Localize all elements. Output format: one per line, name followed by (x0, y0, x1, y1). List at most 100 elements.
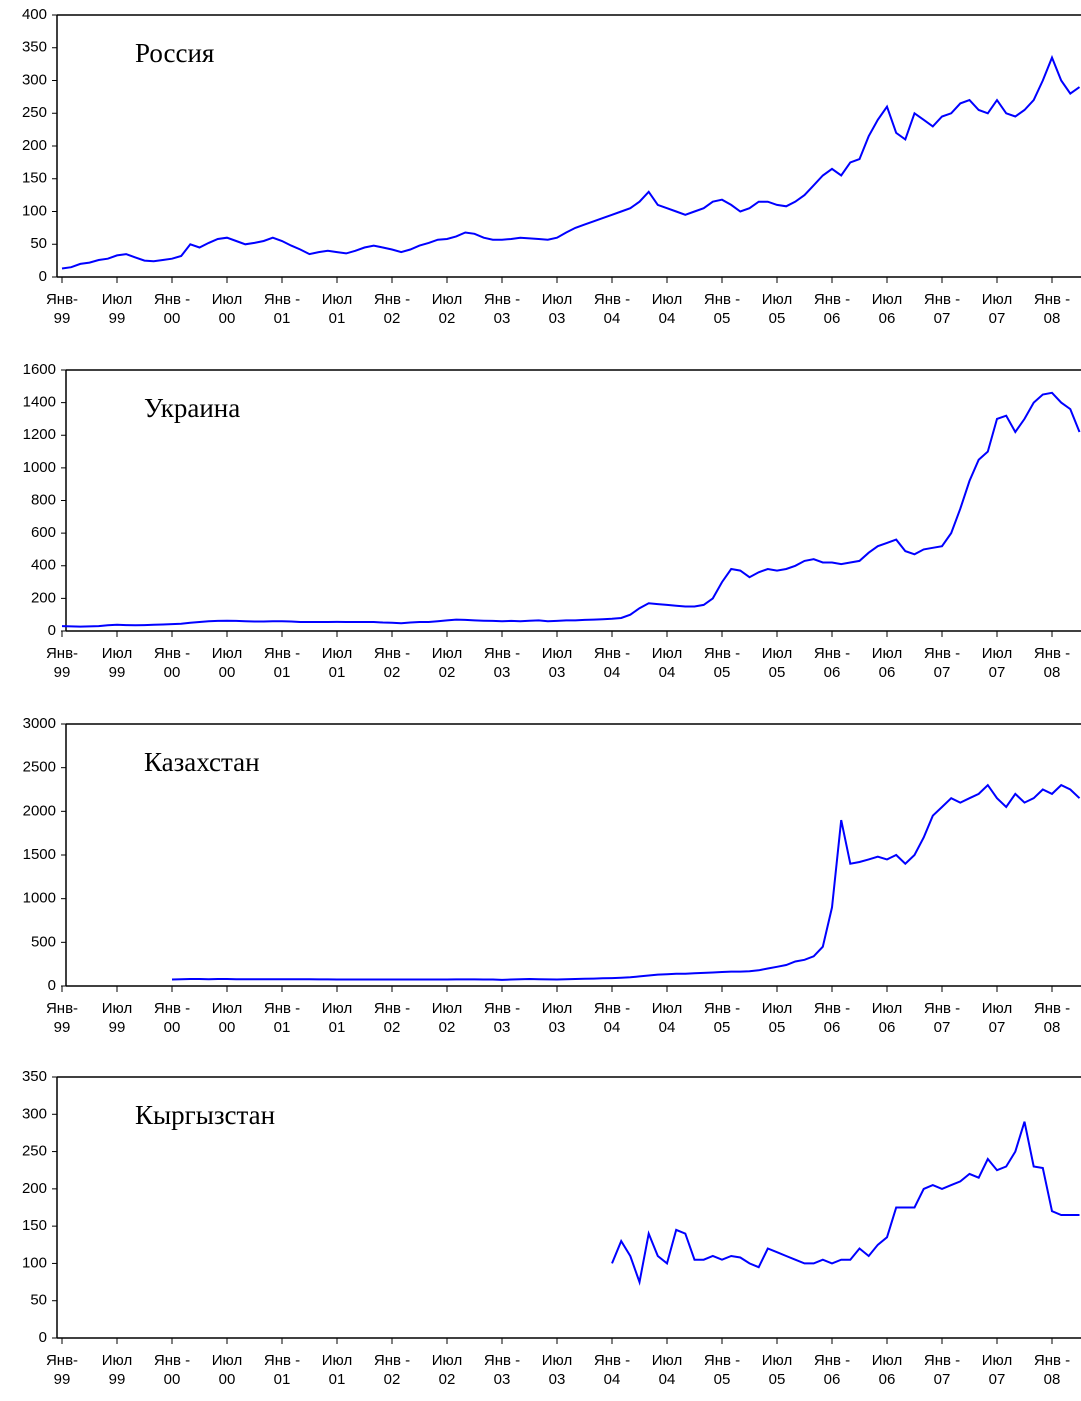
y-tick-label: 50 (30, 235, 47, 252)
x-tick-label: Янв -01 (264, 1352, 300, 1388)
x-tick-label: Янв -06 (814, 1000, 850, 1036)
x-tick-label: Янв -01 (264, 645, 300, 681)
x-tick-label: Янв -00 (154, 291, 190, 327)
x-tick-label: Янв -07 (924, 291, 960, 327)
x-tick-label: Июл 07 (982, 291, 1012, 327)
x-tick-label: Июл 01 (322, 1352, 352, 1388)
y-tick-label: 2500 (23, 759, 56, 776)
chart-title: Кыргызстан (135, 1100, 275, 1130)
x-tick-label: Июл 06 (872, 1352, 902, 1388)
data-line (611, 1121, 1080, 1286)
y-tick-label: 500 (31, 933, 56, 950)
y-tick-label: 0 (39, 1329, 47, 1346)
x-tick-label: Июл 03 (542, 1000, 572, 1036)
y-tick-label: 300 (22, 71, 47, 88)
x-tick-label: Июл 03 (542, 1352, 572, 1388)
x-tick-label: Июл 02 (432, 1000, 462, 1036)
y-tick-label: 200 (22, 1180, 47, 1197)
data-line (61, 391, 1081, 628)
x-tick-label: Янв -05 (704, 1000, 740, 1036)
x-tick-label: Янв-99 (46, 1000, 78, 1036)
chart-title: Казахстан (144, 747, 260, 777)
x-tick-label: Июл 06 (872, 645, 902, 681)
x-tick-label: Июл 04 (652, 645, 682, 681)
x-tick-label: Янв -07 (924, 645, 960, 681)
x-tick-label: Янв -08 (1034, 645, 1070, 681)
x-tick-label: Янв -08 (1034, 1000, 1070, 1036)
x-tick-label: Июл 04 (652, 1352, 682, 1388)
x-tick-label: Янв -04 (594, 645, 630, 681)
y-tick-label: 50 (30, 1292, 47, 1309)
y-tick-label: 400 (22, 6, 47, 23)
x-tick-label: Июл 04 (652, 291, 682, 327)
y-tick-label: 250 (22, 1143, 47, 1160)
x-tick-label: Июл 07 (982, 1000, 1012, 1036)
y-tick-label: 0 (39, 268, 47, 285)
x-tick-label: Янв -08 (1034, 1352, 1070, 1388)
x-tick-label: Июл 06 (872, 1000, 902, 1036)
x-tick-label: Янв -03 (484, 645, 520, 681)
x-tick-label: Янв -07 (924, 1000, 960, 1036)
y-tick-label: 150 (22, 170, 47, 187)
x-tick-label: Янв -05 (704, 291, 740, 327)
x-tick-label: Июл 07 (982, 1352, 1012, 1388)
x-tick-label: Янв -04 (594, 1352, 630, 1388)
x-tick-label: Янв -04 (594, 1000, 630, 1036)
x-tick-label: Янв -01 (264, 1000, 300, 1036)
x-tick-label: Янв -07 (924, 1352, 960, 1388)
x-tick-label: Июл 02 (432, 291, 462, 327)
x-tick-label: Июл 00 (212, 291, 242, 327)
y-tick-label: 1400 (23, 394, 56, 411)
y-tick-label: 100 (22, 1254, 47, 1271)
x-tick-label: Янв -02 (374, 1000, 410, 1036)
x-tick-label: Июл 01 (322, 1000, 352, 1036)
y-tick-label: 1000 (23, 890, 56, 907)
y-tick-label: 250 (22, 104, 47, 121)
y-tick-label: 2000 (23, 802, 56, 819)
y-tick-label: 1200 (23, 426, 56, 443)
y-tick-label: 0 (48, 622, 56, 639)
y-tick-label: 300 (22, 1105, 47, 1122)
x-tick-label: Янв -02 (374, 291, 410, 327)
x-tick-label: Янв -01 (264, 291, 300, 327)
x-tick-label: Июл 02 (432, 1352, 462, 1388)
x-tick-label: Янв -05 (704, 1352, 740, 1388)
x-tick-label: Июл 07 (982, 645, 1012, 681)
x-tick-label: Янв-99 (46, 1352, 78, 1388)
data-line (171, 783, 1081, 981)
x-tick-label: Июл 99 (102, 645, 132, 681)
x-tick-label: Янв -02 (374, 645, 410, 681)
y-tick-label: 600 (31, 524, 56, 541)
y-tick-label: 1600 (23, 361, 56, 378)
chart-title: Украина (144, 393, 240, 423)
x-tick-label: Июл 99 (102, 1000, 132, 1036)
y-tick-label: 100 (22, 202, 47, 219)
x-tick-label: Июл 05 (762, 291, 792, 327)
y-tick-label: 350 (22, 39, 47, 56)
x-tick-label: Янв -06 (814, 291, 850, 327)
x-tick-label: Янв-99 (46, 645, 78, 681)
x-tick-label: Июл 05 (762, 1000, 792, 1036)
x-tick-label: Июл 00 (212, 645, 242, 681)
x-tick-label: Июл 03 (542, 291, 572, 327)
x-tick-label: Янв -08 (1034, 291, 1070, 327)
x-tick-label: Июл 04 (652, 1000, 682, 1036)
y-tick-label: 350 (22, 1068, 47, 1085)
y-tick-label: 200 (22, 137, 47, 154)
x-tick-label: Июл 01 (322, 291, 352, 327)
x-tick-label: Янв -03 (484, 291, 520, 327)
x-tick-label: Июл 02 (432, 645, 462, 681)
y-tick-label: 150 (22, 1217, 47, 1234)
y-tick-label: 400 (31, 557, 56, 574)
x-tick-label: Янв -00 (154, 1352, 190, 1388)
x-tick-label: Июл 03 (542, 645, 572, 681)
x-tick-label: Июл 99 (102, 1352, 132, 1388)
x-tick-label: Янв -00 (154, 645, 190, 681)
x-tick-label: Июл 06 (872, 291, 902, 327)
x-tick-label: Янв -04 (594, 291, 630, 327)
x-tick-label: Янв -06 (814, 645, 850, 681)
x-tick-label: Янв -03 (484, 1352, 520, 1388)
x-tick-label: Янв -03 (484, 1000, 520, 1036)
